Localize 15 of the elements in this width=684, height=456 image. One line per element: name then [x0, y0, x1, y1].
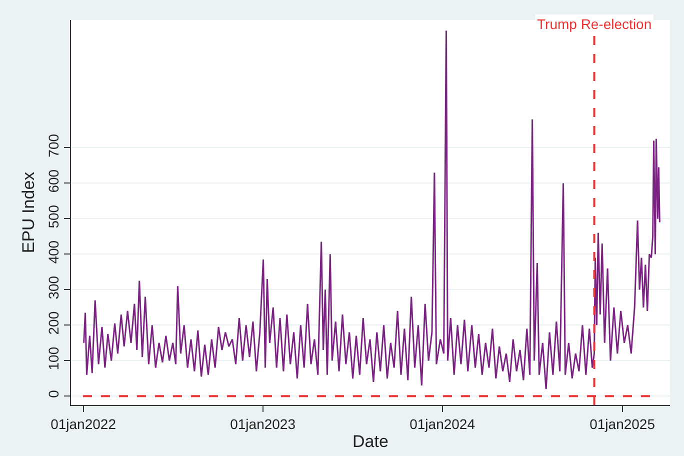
y-tick-label: 100	[45, 346, 62, 370]
y-tick-label: 500	[45, 204, 62, 228]
x-tick-label: 01jan2022	[50, 416, 116, 432]
x-tick-label: 01jan2024	[410, 416, 476, 432]
x-axis-title: Date	[352, 432, 388, 452]
x-tick-label: 01jan2023	[230, 416, 296, 432]
y-tick-label: 700	[45, 134, 62, 158]
y-tick-label: 600	[45, 169, 62, 193]
y-tick-label: 400	[45, 240, 62, 264]
y-axis-title: EPU Index	[18, 171, 38, 254]
y-tick-label: 0	[45, 390, 62, 398]
x-tick-label: 01jan2025	[590, 416, 656, 432]
ref-line-label: Trump Re-election	[537, 16, 652, 32]
y-tick-label: 300	[45, 276, 62, 300]
y-tick-label: 200	[45, 311, 62, 335]
